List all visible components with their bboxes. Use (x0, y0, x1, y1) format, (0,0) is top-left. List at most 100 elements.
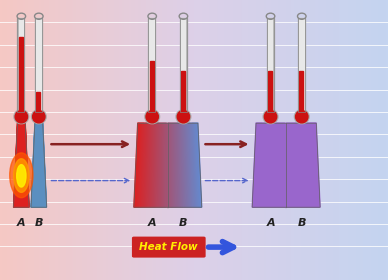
Polygon shape (22, 123, 23, 207)
Polygon shape (140, 123, 145, 207)
Ellipse shape (294, 110, 309, 124)
Polygon shape (41, 123, 44, 207)
Polygon shape (289, 123, 291, 207)
Polygon shape (287, 123, 288, 207)
Polygon shape (23, 123, 26, 207)
Text: A: A (17, 218, 26, 228)
Polygon shape (19, 123, 20, 207)
Polygon shape (43, 123, 47, 207)
Polygon shape (142, 123, 146, 207)
Polygon shape (292, 123, 294, 207)
Bar (180, 18, 187, 112)
Bar (180, 18, 187, 112)
Polygon shape (268, 123, 271, 207)
Polygon shape (41, 123, 44, 207)
Bar (148, 18, 155, 112)
Polygon shape (23, 123, 24, 207)
Polygon shape (156, 123, 159, 207)
Polygon shape (275, 123, 277, 207)
Polygon shape (154, 123, 157, 207)
Bar (148, 18, 155, 112)
Bar (17, 18, 24, 112)
Polygon shape (17, 123, 19, 207)
Polygon shape (24, 123, 26, 207)
Polygon shape (270, 123, 273, 207)
Polygon shape (33, 123, 36, 207)
Polygon shape (305, 123, 309, 207)
Polygon shape (313, 123, 318, 207)
Polygon shape (284, 123, 285, 207)
Polygon shape (32, 123, 36, 207)
Polygon shape (295, 123, 298, 207)
Polygon shape (150, 123, 153, 207)
Polygon shape (185, 123, 188, 207)
Polygon shape (187, 123, 191, 207)
Polygon shape (24, 123, 26, 207)
Polygon shape (309, 123, 314, 207)
Polygon shape (17, 123, 19, 207)
Ellipse shape (145, 110, 159, 124)
Polygon shape (144, 123, 148, 207)
Polygon shape (261, 123, 265, 207)
Polygon shape (178, 123, 180, 207)
Polygon shape (31, 123, 35, 207)
Bar (150, 60, 154, 112)
Polygon shape (136, 123, 141, 207)
Polygon shape (15, 123, 18, 207)
Polygon shape (171, 123, 172, 207)
Polygon shape (190, 123, 194, 207)
Polygon shape (252, 123, 257, 207)
Bar (298, 18, 305, 112)
Ellipse shape (146, 111, 158, 123)
Polygon shape (174, 123, 176, 207)
Polygon shape (31, 123, 35, 207)
Text: B: B (35, 218, 43, 228)
Bar (267, 18, 274, 112)
Polygon shape (22, 123, 23, 207)
Polygon shape (32, 123, 36, 207)
Bar (35, 18, 42, 112)
Polygon shape (183, 123, 186, 207)
Polygon shape (311, 123, 315, 207)
Polygon shape (42, 123, 44, 207)
Polygon shape (16, 123, 19, 207)
Polygon shape (41, 123, 43, 207)
Ellipse shape (15, 111, 28, 123)
Polygon shape (179, 123, 181, 207)
Polygon shape (159, 123, 161, 207)
Polygon shape (24, 123, 26, 207)
Polygon shape (33, 123, 36, 207)
Polygon shape (149, 123, 152, 207)
Polygon shape (300, 123, 303, 207)
Polygon shape (181, 123, 184, 207)
Polygon shape (24, 123, 28, 207)
Polygon shape (35, 123, 37, 207)
Polygon shape (33, 123, 36, 207)
Text: A: A (148, 218, 156, 228)
Ellipse shape (31, 110, 46, 124)
Text: Heat Flow: Heat Flow (139, 242, 198, 252)
Polygon shape (42, 123, 45, 207)
Polygon shape (137, 123, 142, 207)
Polygon shape (42, 123, 45, 207)
Polygon shape (36, 123, 38, 207)
Polygon shape (160, 123, 162, 207)
Polygon shape (40, 123, 41, 207)
Polygon shape (290, 123, 292, 207)
Polygon shape (42, 123, 46, 207)
Polygon shape (18, 123, 20, 207)
Polygon shape (40, 123, 42, 207)
Polygon shape (315, 123, 320, 207)
Polygon shape (299, 123, 302, 207)
Polygon shape (25, 123, 28, 207)
Polygon shape (24, 123, 27, 207)
Polygon shape (42, 123, 45, 207)
Polygon shape (302, 123, 305, 207)
Polygon shape (23, 123, 25, 207)
Polygon shape (143, 123, 147, 207)
Text: A: A (266, 218, 275, 228)
Polygon shape (278, 123, 280, 207)
Polygon shape (260, 123, 264, 207)
Polygon shape (269, 123, 272, 207)
Polygon shape (182, 123, 185, 207)
